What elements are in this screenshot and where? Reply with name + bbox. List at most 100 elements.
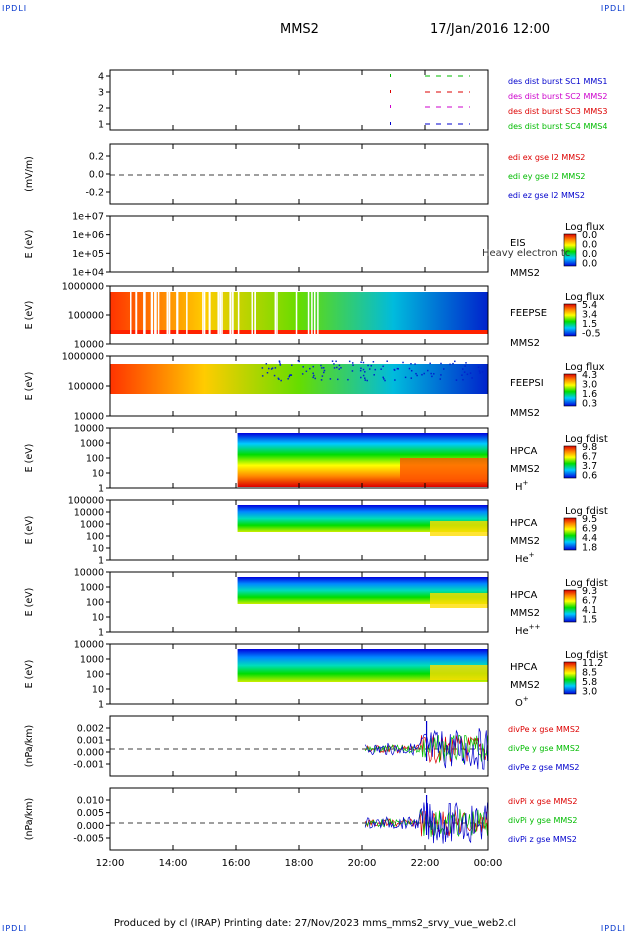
x-tick-label: 14:00 xyxy=(159,858,188,869)
scatter-pixel xyxy=(464,365,466,367)
spectrogram-warm-patch xyxy=(430,665,488,680)
burst-tick-mms1 xyxy=(390,122,391,125)
scatter-pixel xyxy=(301,373,304,375)
spectrogram-fill xyxy=(110,292,488,334)
scatter-pixel xyxy=(471,377,473,379)
colorbar-title: Log fdist xyxy=(565,650,608,661)
species-label: H+ xyxy=(515,479,529,493)
scatter-pixel xyxy=(402,361,404,364)
spectrogram-warm-patch xyxy=(430,593,488,608)
y-tick-label: 10 xyxy=(92,469,104,480)
scatter-pixel xyxy=(266,372,269,374)
spacecraft-label: MMS2 xyxy=(510,608,540,619)
data-gap xyxy=(295,292,298,334)
spacecraft-label: MMS2 xyxy=(510,268,540,279)
scatter-pixel xyxy=(320,364,322,367)
scatter-pixel xyxy=(279,364,282,366)
scatter-pixel xyxy=(373,374,375,376)
panel-feepsi xyxy=(106,355,577,417)
scatter-pixel xyxy=(312,376,314,379)
y-tick-label: 10 xyxy=(92,685,104,696)
scatter-pixel xyxy=(370,365,373,367)
spectrogram-low-band xyxy=(110,330,488,334)
panel-frame xyxy=(109,715,489,777)
colorbar xyxy=(563,517,577,551)
data-gap xyxy=(135,292,137,334)
scatter-pixel xyxy=(449,363,451,366)
legend-entry: divPi z gse MMS2 xyxy=(508,835,577,844)
scatter-pixel xyxy=(297,360,300,362)
colorbar-tick-label: 11.2 xyxy=(582,658,603,669)
watermark-bottom-right: IPDLI xyxy=(600,924,626,933)
scatter-pixel xyxy=(268,367,270,370)
y-tick-label: 1000000 xyxy=(62,352,104,363)
data-gap xyxy=(144,292,146,334)
data-gap xyxy=(274,292,277,334)
y-tick-label: 0.0 xyxy=(89,170,104,181)
panel-frame xyxy=(109,787,489,851)
scatter-pixel xyxy=(439,378,442,380)
panel-eis xyxy=(106,215,577,273)
scatter-pixel xyxy=(336,366,338,369)
scatter-pixel xyxy=(433,373,435,375)
scatter-pixel xyxy=(414,363,416,365)
scatter-pixel xyxy=(333,363,335,365)
scatter-pixel xyxy=(291,364,293,366)
x-tick-label: 16:00 xyxy=(222,858,251,869)
colorbar-tick-label: 0.6 xyxy=(582,471,597,482)
scatter-pixel xyxy=(440,374,442,376)
scatter-pixel xyxy=(337,378,339,381)
colorbar-tick-label: 1.6 xyxy=(582,389,597,400)
multi-panel-plot: 4 3 2 1 des dist burst SC1 MMS1 des dist burs… xyxy=(24,69,608,869)
y-tick-label: 1000000 xyxy=(62,282,104,293)
species-charge: + xyxy=(523,695,529,703)
y-axis-label: E (eV) xyxy=(24,588,35,617)
colorbar xyxy=(563,373,577,407)
y-tick-label: 0.002 xyxy=(77,724,104,735)
scatter-pixel xyxy=(360,361,362,364)
data-gap xyxy=(311,292,313,334)
colorbar-title: Log flux xyxy=(565,362,605,373)
scatter-pixel xyxy=(289,374,291,377)
scatter-pixel xyxy=(351,370,354,372)
scatter-pixel xyxy=(277,377,280,380)
data-gap xyxy=(276,292,278,334)
y-axis-label: E (eV) xyxy=(24,230,35,259)
scatter-pixel xyxy=(461,374,463,376)
scatter-pixel xyxy=(452,362,454,365)
colorbar-title: Log flux xyxy=(565,292,605,303)
spacecraft-label: MMS2 xyxy=(510,338,540,349)
y-tick-label: 10 xyxy=(92,613,104,624)
legend-entry: des dist burst SC1 MMS1 xyxy=(508,77,607,86)
burst-tick-mms3 xyxy=(390,90,391,93)
species-label: O+ xyxy=(515,695,529,709)
scatter-pixel xyxy=(312,365,315,368)
scatter-pixel xyxy=(331,360,334,362)
colorbar xyxy=(563,233,577,267)
scatter-pixel xyxy=(461,368,464,370)
instrument-label: HPCA xyxy=(510,446,538,457)
data-gap xyxy=(202,292,204,334)
panel-divpi xyxy=(106,787,489,851)
data-gap xyxy=(219,292,222,334)
y-tick-label: 10000 xyxy=(74,340,104,351)
y-tick-label: 100000 xyxy=(68,311,104,322)
scatter-pixel xyxy=(340,367,342,369)
spacecraft-title: MMS2 xyxy=(280,22,319,37)
panel-hpca_h xyxy=(106,427,577,489)
scatter-pixel xyxy=(440,362,442,365)
watermark-top-right: IPDLI xyxy=(600,4,626,13)
scatter-pixel xyxy=(367,364,369,367)
scatter-pixel xyxy=(478,370,481,372)
data-gap xyxy=(232,292,234,334)
colorbar-tick-label: 9.8 xyxy=(582,442,597,453)
scatter-pixel xyxy=(302,366,304,368)
legend-entry: des dist burst SC4 MMS4 xyxy=(508,122,607,131)
y-tick-label: 4 xyxy=(98,72,104,83)
x-tick-label: 00:00 xyxy=(474,858,503,869)
burst-tick-mms4 xyxy=(390,74,391,77)
colorbar-tick-label: 3.7 xyxy=(582,461,597,472)
scatter-pixel xyxy=(364,379,367,381)
colorbar-tick-label: 3.4 xyxy=(582,310,597,321)
colorbar-tick-label: -0.5 xyxy=(582,329,601,340)
